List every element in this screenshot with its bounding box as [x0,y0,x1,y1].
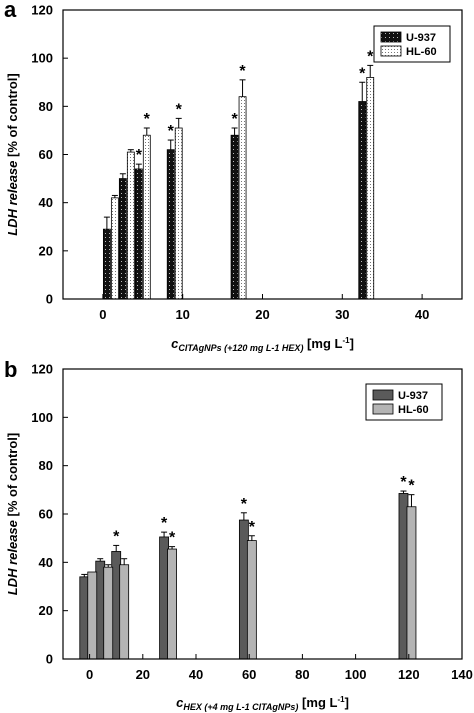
bar [366,77,375,300]
bar [142,134,151,300]
y-tick-label: 40 [39,555,53,570]
bar [246,540,257,660]
significance-star: * [161,515,168,532]
significance-star: * [169,530,176,547]
legend-label: HL-60 [406,46,437,58]
y-tick-label: 120 [31,362,53,377]
bar [238,96,247,300]
bar [134,168,143,300]
x-axis-title: cCITAgNPs (+120 mg L-1 HEX) [mg L-1] [171,336,354,353]
x-tick-label: 20 [255,307,269,322]
y-tick-label: 40 [39,195,53,210]
x-tick-label: 140 [451,667,473,682]
x-tick-label: 100 [345,667,367,682]
y-axis-title: LDH release [% of control] [5,73,20,236]
bar [119,564,130,660]
significance-star: * [231,111,238,128]
x-tick-label: 80 [295,667,309,682]
x-tick-label: 20 [136,667,150,682]
y-tick-label: 80 [39,99,53,114]
significance-star: * [136,147,143,164]
x-tick-label: 0 [99,307,106,322]
panel-letter: b [4,357,17,382]
significance-star: * [239,63,246,80]
y-tick-label: 0 [46,652,53,667]
x-tick-label: 60 [242,667,256,682]
panel-letter: a [4,0,17,22]
y-tick-label: 20 [39,243,53,258]
bar [87,571,98,660]
significance-star: * [176,101,183,118]
legend-label: U-937 [398,390,428,402]
y-tick-label: 0 [46,292,53,307]
legend-label: U-937 [406,32,436,44]
significance-star: * [241,496,248,513]
y-tick-label: 100 [31,410,53,425]
bar [230,134,239,300]
significance-star: * [113,528,120,545]
x-tick-label: 120 [398,667,420,682]
y-tick-label: 60 [39,147,53,162]
bar [406,506,417,660]
x-tick-label: 40 [415,307,429,322]
significance-star: * [249,519,256,536]
bar [166,149,175,300]
legend-swatch [380,31,402,43]
legend-swatch [380,45,402,57]
significance-star: * [359,65,366,82]
x-tick-label: 0 [86,667,93,682]
x-axis-title: cHEX (+4 mg L-1 CITAgNPs) [mg L-1] [176,695,349,712]
y-tick-label: 80 [39,458,53,473]
y-axis-title: LDH release [% of control] [5,433,20,596]
bar [174,127,183,300]
bar [102,228,111,300]
legend-label: HL-60 [398,404,429,416]
y-tick-label: 100 [31,51,53,66]
bar [118,178,127,300]
legend-swatch [372,403,394,415]
bar [103,566,114,660]
x-tick-label: 30 [335,307,349,322]
x-tick-label: 40 [189,667,203,682]
bar [358,101,367,300]
significance-star: * [367,48,374,65]
y-tick-label: 60 [39,507,53,522]
y-tick-label: 120 [31,3,53,18]
legend-swatch [372,389,394,401]
significance-star: * [400,474,407,491]
x-tick-label: 10 [175,307,189,322]
bar [126,151,135,300]
significance-star: * [408,478,415,495]
bar [167,548,177,660]
significance-star: * [144,111,151,128]
significance-star: * [168,123,175,140]
y-tick-label: 20 [39,603,53,618]
bar [110,197,119,300]
